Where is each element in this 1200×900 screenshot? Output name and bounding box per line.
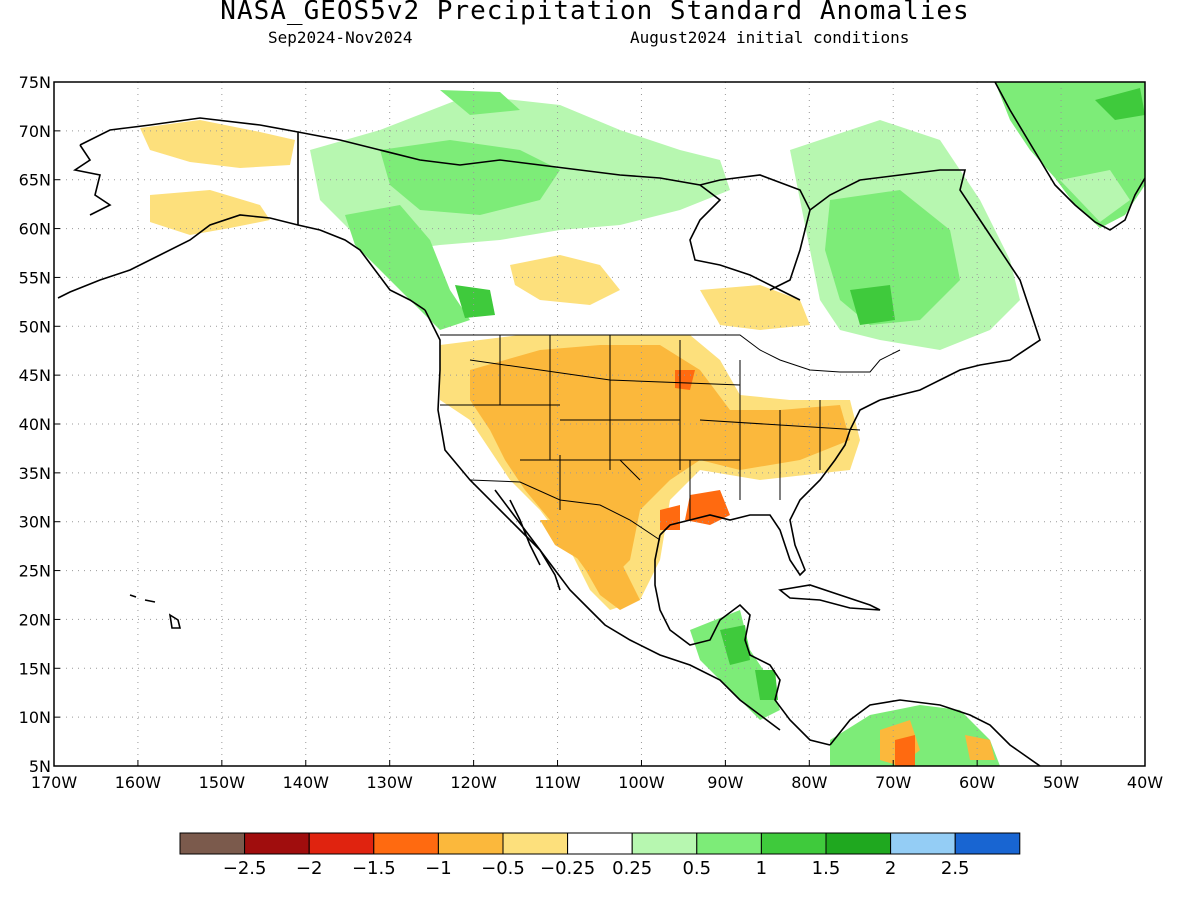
colorbar-label: −0.5 xyxy=(481,858,525,879)
pacific-coast xyxy=(424,309,781,731)
us-canada-border xyxy=(440,334,901,373)
lat-tick-label: 20N xyxy=(19,610,51,629)
greenland-coast xyxy=(994,82,1145,231)
lon-tick-label: 80W xyxy=(791,773,827,792)
colorbar-swatch xyxy=(760,832,827,855)
lon-tick-label: 100W xyxy=(618,773,665,792)
south-america-coast xyxy=(829,699,1041,766)
lat-tick-label: 15N xyxy=(19,659,51,678)
colorbar-swatch xyxy=(631,832,698,855)
lat-tick-label: 70N xyxy=(19,122,51,141)
colorbar-label: 0.5 xyxy=(682,858,711,879)
bc-wet-core xyxy=(455,285,495,318)
honduras-wet-core xyxy=(755,670,778,700)
lon-tick-label: 170W xyxy=(31,773,78,792)
colorbar-label: −2.5 xyxy=(223,858,267,879)
us-state-lines xyxy=(440,335,861,520)
colorbar-swatch xyxy=(437,832,504,855)
colorbar-swatch xyxy=(502,832,569,855)
lon-tick-label: 150W xyxy=(199,773,246,792)
labrador-coast xyxy=(809,169,1041,401)
lat-tick-label: 50N xyxy=(19,317,51,336)
lon-tick-label: 50W xyxy=(1043,773,1079,792)
central-america-wet-core xyxy=(720,625,750,665)
gulf-coast-strong-dry xyxy=(685,490,730,525)
colorbar-label: 1 xyxy=(756,858,767,879)
lat-tick-label: 75N xyxy=(19,73,51,92)
cuba-coast xyxy=(778,584,881,611)
prairie-dry xyxy=(510,255,620,305)
alaska-coast xyxy=(57,117,426,311)
arctic-coast xyxy=(297,131,801,301)
bc-wet xyxy=(345,205,470,330)
venezuela-strong-dry xyxy=(895,735,915,766)
lon-tick-label: 110W xyxy=(534,773,581,792)
colorbar-swatch xyxy=(696,832,762,855)
colorbar-swatch xyxy=(890,832,956,855)
colorbar-label: −2 xyxy=(296,858,323,879)
greenland-wet-core xyxy=(1095,88,1145,120)
lon-tick-label: 160W xyxy=(115,773,162,792)
canada-wet-core xyxy=(380,140,560,215)
longitude-labels: 170W 160W 150W 140W 130W 120W 110W 100W 90W 80W 70… xyxy=(31,760,1163,792)
us-mexico-border xyxy=(469,479,661,541)
lat-tick-label: 40N xyxy=(19,415,51,434)
mexico-dry xyxy=(540,520,640,610)
lon-tick-label: 90W xyxy=(707,773,743,792)
colorbar-label: 0.25 xyxy=(612,858,652,879)
grid-lines xyxy=(54,82,1145,766)
quebec-wet-core xyxy=(850,285,895,325)
latitude-labels: 75N 70N 65N 60N 55N 50N 45N 40N 35N 30N 25N 20N 15N 1… xyxy=(19,73,60,776)
lat-tick-label: 30N xyxy=(19,513,51,532)
alaska-dry xyxy=(140,120,295,168)
lat-tick-label: 35N xyxy=(19,464,51,483)
lat-tick-label: 25N xyxy=(19,562,51,581)
ontario-dry xyxy=(700,285,810,330)
political-borders xyxy=(297,132,901,541)
lat-tick-label: 55N xyxy=(19,268,51,287)
colorbar-label: −1.5 xyxy=(352,858,396,879)
lat-tick-label: 10N xyxy=(19,708,51,727)
colorbar-swatch xyxy=(954,832,1021,855)
lon-tick-label: 130W xyxy=(367,773,414,792)
hawaii-coast xyxy=(129,594,182,629)
lat-tick-label: 45N xyxy=(19,366,51,385)
forecast-period: Sep2024-Nov2024 xyxy=(268,28,413,47)
central-america-wet xyxy=(690,610,780,720)
gulf-coast xyxy=(654,534,831,746)
alaska-dry-south xyxy=(150,190,270,235)
colorbar: −2.5 −2 −1.5 −1 −0.5 −0.25 0.25 0.5 1 1.5 2 2.5 xyxy=(179,832,1021,879)
lat-tick-label: 5N xyxy=(29,757,51,776)
lon-tick-label: 60W xyxy=(959,773,995,792)
baja-coast xyxy=(494,489,561,591)
lon-tick-label: 140W xyxy=(283,773,330,792)
colorbar-swatch xyxy=(179,832,246,855)
colorbar-swatch xyxy=(244,832,310,855)
lon-tick-label: 40W xyxy=(1127,773,1163,792)
colorbar-swatch xyxy=(373,832,439,855)
colorbar-label: 2.5 xyxy=(941,858,970,879)
initial-conditions: August2024 initial conditions xyxy=(630,28,910,47)
greenland-light-wet xyxy=(1060,170,1130,222)
colorbar-label: 1.5 xyxy=(812,858,841,879)
hudson-bay-coast xyxy=(699,174,811,291)
lon-tick-label: 120W xyxy=(450,773,497,792)
lon-tick-label: 70W xyxy=(875,773,911,792)
colorbar-label: −1 xyxy=(425,858,452,879)
us-east-coast xyxy=(659,399,881,577)
colorbar-swatch xyxy=(567,832,633,855)
coastlines xyxy=(57,82,1145,766)
lat-tick-label: 60N xyxy=(19,220,51,239)
guiana-dry xyxy=(965,735,995,760)
colorbar-label: −0.25 xyxy=(540,858,595,879)
lat-tick-label: 65N xyxy=(19,171,51,190)
arctic-islands-wet xyxy=(440,90,520,115)
colorbar-label: 2 xyxy=(885,858,896,879)
colorbar-swatch xyxy=(825,832,892,855)
map-title: NASA_GEOS5v2 Precipitation Standard Anom… xyxy=(220,0,970,26)
colorbar-swatch xyxy=(308,832,375,855)
